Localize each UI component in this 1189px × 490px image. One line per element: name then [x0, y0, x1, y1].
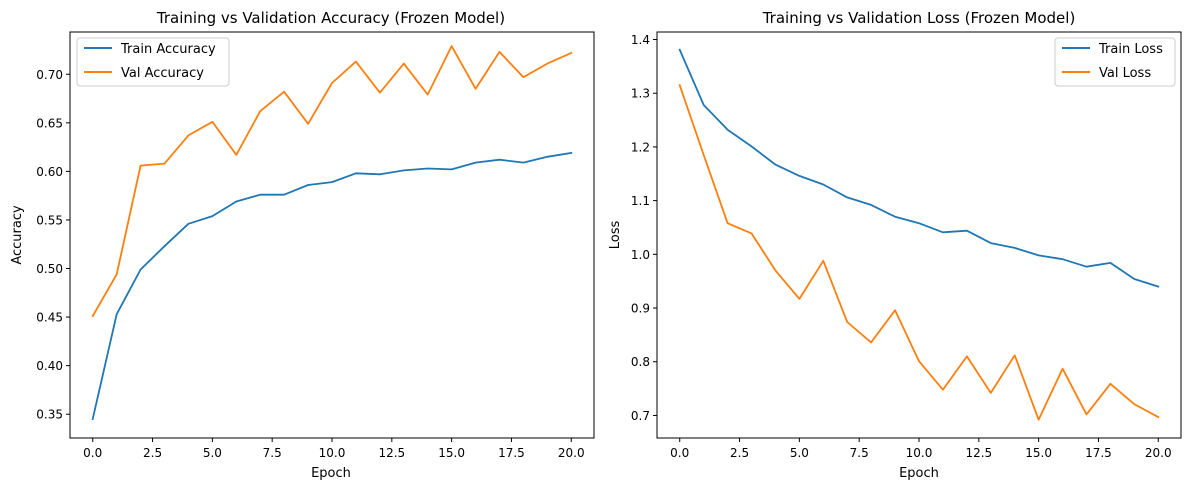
loss-y-tick-label: 1.4 [631, 33, 650, 47]
accuracy-legend: Train Accuracy Val Accuracy [76, 37, 230, 87]
loss-y-tick-label: 1.1 [631, 194, 650, 208]
accuracy-y-tick-label: 0.70 [36, 68, 63, 82]
loss-x-tick-label: 7.5 [850, 446, 869, 460]
accuracy-x-axis-label: Epoch [311, 466, 351, 481]
loss-y-tick-label: 1.2 [631, 140, 650, 154]
accuracy-y-tick-label: 0.65 [36, 116, 63, 130]
accuracy-y-tick-label: 0.40 [36, 359, 63, 373]
accuracy-x-tick-label: 2.5 [143, 446, 162, 460]
accuracy-x-tick-label: 20.0 [558, 446, 585, 460]
legend-label-val-accuracy: Val Accuracy [121, 66, 204, 81]
loss-x-tick-label: 17.5 [1085, 446, 1112, 460]
legend-label-train-accuracy: Train Accuracy [120, 42, 216, 57]
accuracy-y-axis-label: Accuracy [10, 205, 25, 265]
accuracy-y-tick-label: 0.45 [36, 311, 63, 325]
series-line-train-accuracy [91, 151, 573, 421]
accuracy-chart-title: Training vs Validation Accuracy (Frozen … [156, 9, 505, 27]
loss-x-tick-label: 20.0 [1145, 446, 1172, 460]
series-line-val-accuracy [91, 45, 573, 318]
accuracy-x-tick-label: 0.0 [83, 446, 102, 460]
loss-y-tick-label: 0.9 [631, 302, 650, 316]
accuracy-y-tick-label: 0.35 [36, 408, 63, 422]
loss-y-ticks: 0.7 0.8 0.9 1.0 1.1 1.2 1.3 1.4 [631, 33, 657, 423]
accuracy-x-tick-label: 15.0 [438, 446, 465, 460]
accuracy-y-tick-label: 0.55 [36, 213, 63, 227]
loss-x-axis-label: Epoch [899, 466, 939, 481]
loss-y-tick-label: 1.3 [631, 87, 650, 101]
loss-x-tick-label: 5.0 [790, 446, 809, 460]
series-line-val-loss [678, 84, 1160, 421]
loss-x-ticks: 0.0 2.5 5.0 7.5 10.0 12.5 15.0 17.5 20.0 [670, 438, 1172, 460]
loss-chart-title: Training vs Validation Loss (Frozen Mode… [762, 9, 1076, 27]
loss-x-tick-label: 10.0 [906, 446, 933, 460]
accuracy-y-tick-label: 0.50 [36, 262, 63, 276]
accuracy-x-tick-label: 12.5 [378, 446, 405, 460]
loss-legend: Train Loss Val Loss [1054, 37, 1176, 87]
legend-label-val-loss: Val Loss [1099, 66, 1151, 81]
loss-y-tick-label: 1.0 [631, 248, 650, 262]
accuracy-chart: Training vs Validation Accuracy (Frozen … [10, 9, 595, 481]
accuracy-y-ticks: 0.35 0.40 0.45 0.50 0.55 0.60 0.65 0.70 [36, 68, 70, 422]
accuracy-lines [91, 45, 573, 421]
accuracy-y-tick-label: 0.60 [36, 165, 63, 179]
accuracy-x-tick-label: 5.0 [203, 446, 222, 460]
accuracy-x-ticks: 0.0 2.5 5.0 7.5 10.0 12.5 15.0 17.5 20.0 [83, 438, 585, 460]
accuracy-x-tick-label: 7.5 [263, 446, 282, 460]
accuracy-x-tick-label: 10.0 [319, 446, 346, 460]
loss-legend-box [1054, 37, 1176, 87]
legend-label-train-loss: Train Loss [1098, 42, 1163, 57]
loss-chart: Training vs Validation Loss (Frozen Mode… [608, 9, 1182, 481]
loss-y-tick-label: 0.7 [631, 409, 650, 423]
loss-x-tick-label: 2.5 [730, 446, 749, 460]
loss-x-tick-label: 15.0 [1025, 446, 1052, 460]
loss-x-tick-label: 0.0 [670, 446, 689, 460]
accuracy-x-tick-label: 17.5 [498, 446, 525, 460]
series-line-train-loss [678, 48, 1160, 288]
loss-y-tick-label: 0.8 [631, 355, 650, 369]
loss-y-axis-label: Loss [608, 221, 623, 250]
loss-lines [678, 48, 1160, 421]
accuracy-legend-box [76, 37, 230, 87]
loss-x-tick-label: 12.5 [965, 446, 992, 460]
